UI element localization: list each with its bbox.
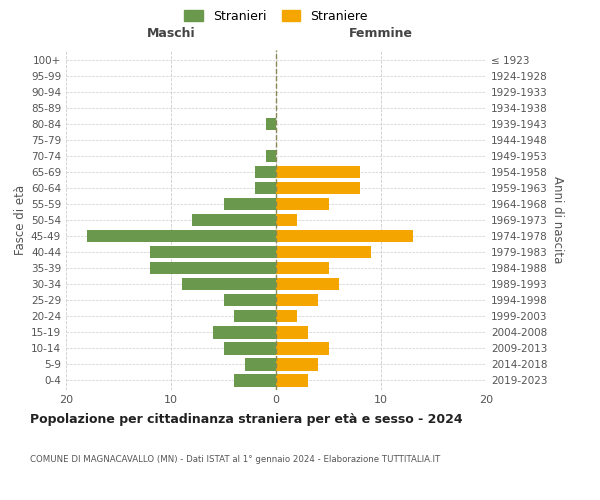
Bar xyxy=(276,310,297,322)
Text: COMUNE DI MAGNACAVALLO (MN) - Dati ISTAT al 1° gennaio 2024 - Elaborazione TUTTI: COMUNE DI MAGNACAVALLO (MN) - Dati ISTAT… xyxy=(30,455,440,464)
Bar xyxy=(276,230,413,242)
Bar xyxy=(276,214,297,226)
Bar xyxy=(276,182,360,194)
Bar xyxy=(192,214,276,226)
Text: Maschi: Maschi xyxy=(146,28,196,40)
Bar xyxy=(255,166,276,178)
Bar xyxy=(276,326,308,338)
Bar xyxy=(276,294,318,306)
Bar xyxy=(276,374,308,386)
Bar xyxy=(276,166,360,178)
Text: Popolazione per cittadinanza straniera per età e sesso - 2024: Popolazione per cittadinanza straniera p… xyxy=(30,412,463,426)
Bar xyxy=(255,182,276,194)
Bar xyxy=(234,374,276,386)
Bar xyxy=(276,262,329,274)
Bar xyxy=(213,326,276,338)
Bar xyxy=(276,342,329,354)
Bar xyxy=(276,246,371,258)
Bar xyxy=(150,246,276,258)
Bar xyxy=(265,150,276,162)
Y-axis label: Anni di nascita: Anni di nascita xyxy=(551,176,564,264)
Bar xyxy=(223,342,276,354)
Bar xyxy=(276,358,318,370)
Y-axis label: Fasce di età: Fasce di età xyxy=(14,185,27,255)
Text: Femmine: Femmine xyxy=(349,28,413,40)
Bar xyxy=(276,278,339,290)
Bar xyxy=(276,198,329,210)
Bar xyxy=(223,294,276,306)
Bar xyxy=(265,118,276,130)
Bar xyxy=(223,198,276,210)
Bar xyxy=(182,278,276,290)
Legend: Stranieri, Straniere: Stranieri, Straniere xyxy=(181,6,371,26)
Bar xyxy=(245,358,276,370)
Bar xyxy=(150,262,276,274)
Bar xyxy=(87,230,276,242)
Bar xyxy=(234,310,276,322)
